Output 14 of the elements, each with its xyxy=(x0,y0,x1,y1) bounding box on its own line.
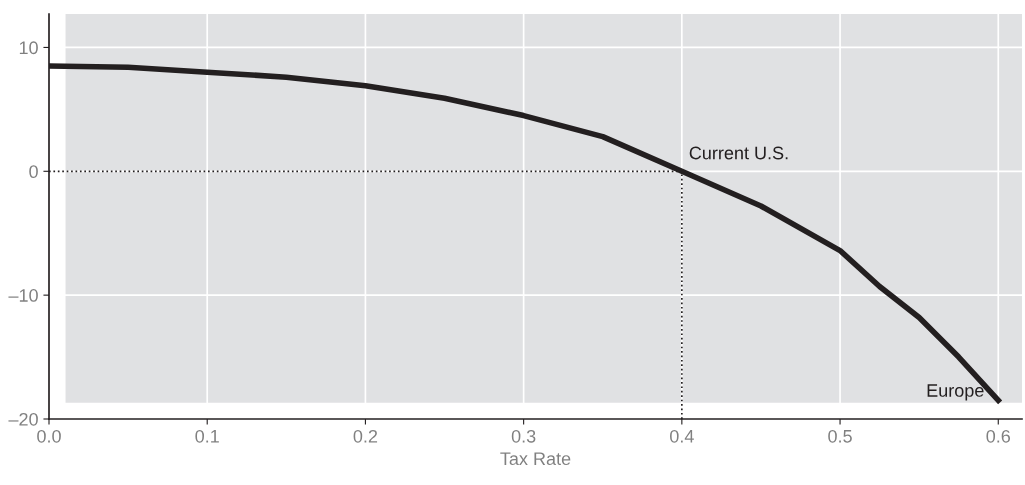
y-tick-label: –20 xyxy=(8,412,38,426)
y-tick-label: –10 xyxy=(8,289,38,302)
x-tick-label: 0.5 xyxy=(828,429,852,443)
x-tick-label: 0.6 xyxy=(986,429,1011,443)
x-axis-title: Tax Rate xyxy=(500,452,571,466)
y-tick-label: 10 xyxy=(19,41,38,55)
x-tick-label: 0.2 xyxy=(353,429,378,443)
y-tick-label: 0 xyxy=(29,165,38,179)
x-tick-label: 0.4 xyxy=(670,429,694,443)
x-tick-label: 0.0 xyxy=(37,429,61,443)
x-tick-label: 0.1 xyxy=(195,429,219,443)
annotation: Europe xyxy=(927,384,984,401)
x-tick-label: 0.3 xyxy=(511,429,536,443)
annotation: Current U.S. xyxy=(689,146,788,160)
